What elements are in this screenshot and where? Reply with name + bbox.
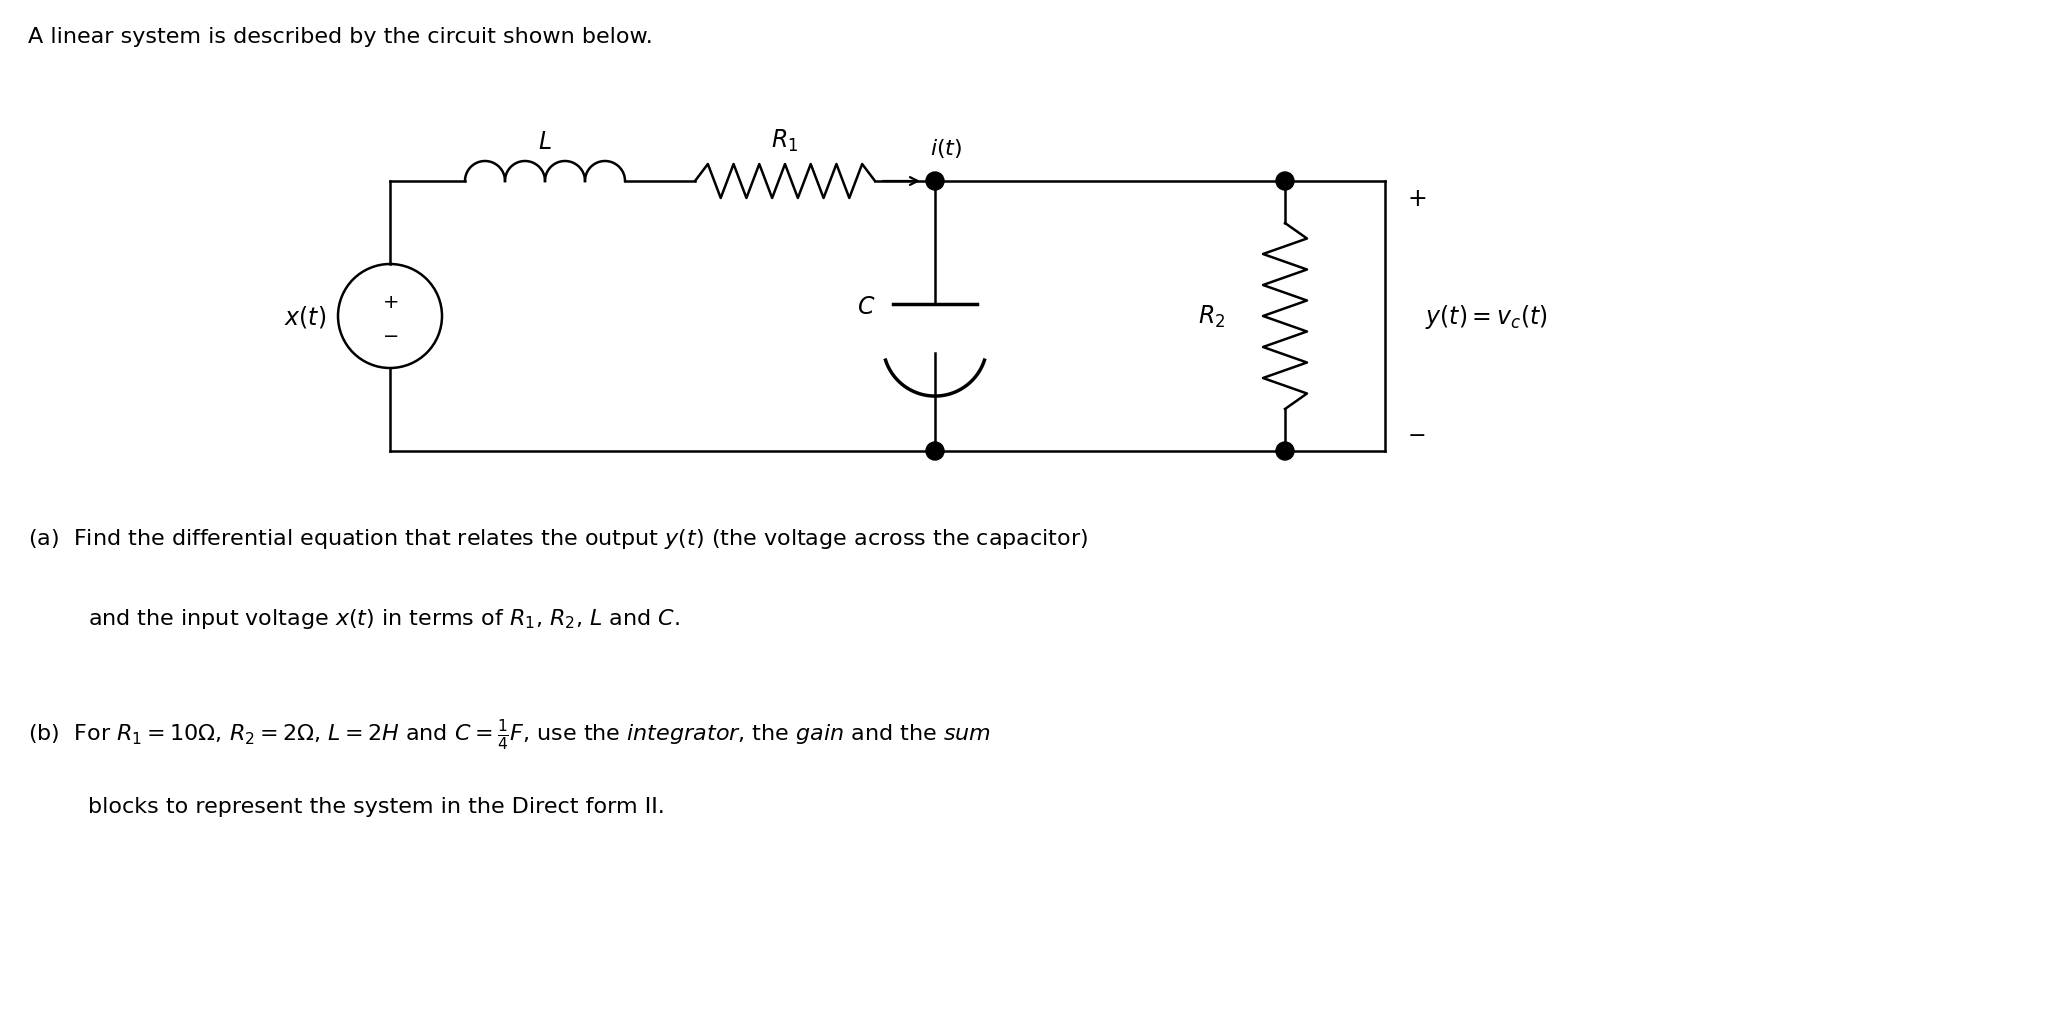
- Text: $y(t) = v_c(t)$: $y(t) = v_c(t)$: [1424, 302, 1547, 331]
- Text: $+$: $+$: [383, 293, 399, 312]
- Text: $L$: $L$: [538, 129, 552, 154]
- Text: A linear system is described by the circuit shown below.: A linear system is described by the circ…: [29, 27, 653, 47]
- Text: $C$: $C$: [857, 295, 876, 318]
- Text: blocks to represent the system in the Direct form II.: blocks to represent the system in the Di…: [88, 797, 665, 816]
- Text: (b)  For $R_1 = 10\Omega$, $R_2 = 2\Omega$, $L = 2H$ and $C = \frac{1}{4}F$, use: (b) For $R_1 = 10\Omega$, $R_2 = 2\Omega…: [29, 716, 990, 751]
- Text: (a)  Find the differential equation that relates the output $y(t)$ (the voltage : (a) Find the differential equation that …: [29, 527, 1088, 550]
- Text: $-$: $-$: [1408, 424, 1426, 444]
- Circle shape: [927, 173, 943, 191]
- Text: $+$: $+$: [1408, 187, 1426, 210]
- Text: $i(t)$: $i(t)$: [931, 136, 962, 160]
- Circle shape: [1277, 443, 1293, 461]
- Text: $-$: $-$: [383, 326, 399, 344]
- Text: and the input voltage $x(t)$ in terms of $R_1$, $R_2$, $L$ and $C$.: and the input voltage $x(t)$ in terms of…: [88, 607, 679, 631]
- Circle shape: [927, 443, 943, 461]
- Text: $x(t)$: $x(t)$: [284, 303, 325, 330]
- Text: $R_2$: $R_2$: [1197, 303, 1226, 330]
- Circle shape: [1277, 173, 1293, 191]
- Text: $R_1$: $R_1$: [771, 127, 798, 154]
